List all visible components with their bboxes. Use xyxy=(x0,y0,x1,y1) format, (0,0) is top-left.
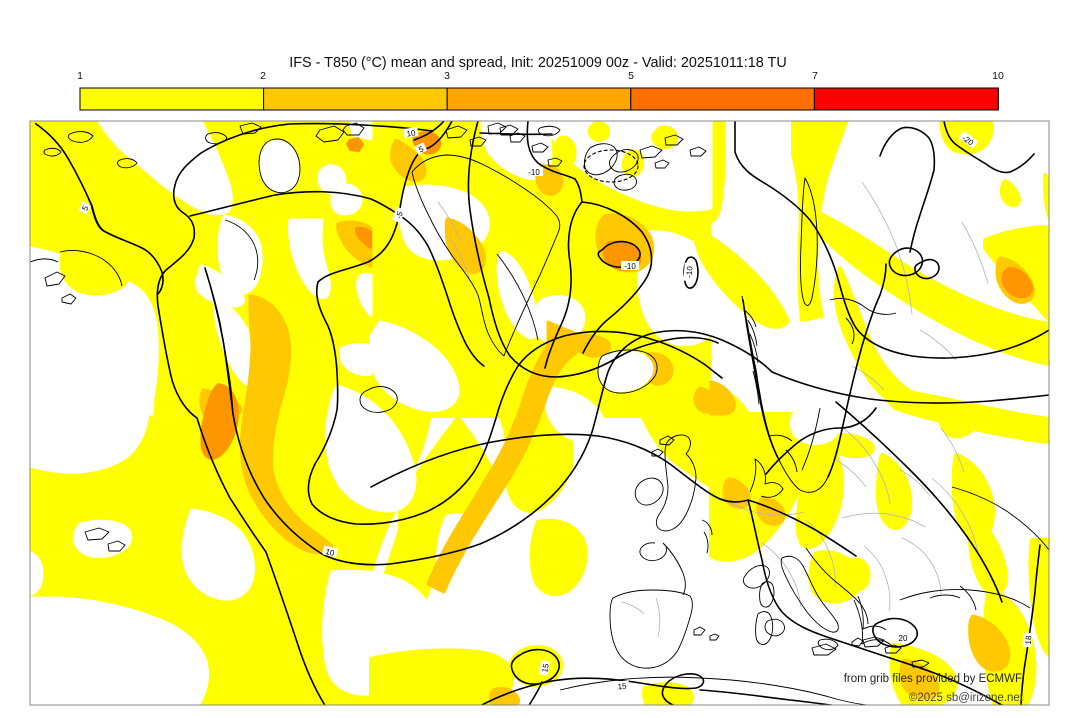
svg-text:1: 1 xyxy=(77,70,83,82)
svg-text:10: 10 xyxy=(324,547,335,558)
svg-text:15: 15 xyxy=(540,662,551,673)
svg-text:©2025 sb@irizone.net: ©2025 sb@irizone.net xyxy=(909,692,1024,704)
svg-text:5: 5 xyxy=(628,70,634,82)
svg-text:15: 15 xyxy=(617,682,627,692)
svg-text:from grib files provided by EC: from grib files provided by ECMWF xyxy=(844,673,1022,685)
svg-text:5: 5 xyxy=(80,204,90,212)
svg-text:2: 2 xyxy=(260,70,266,82)
svg-text:5: 5 xyxy=(417,144,425,154)
svg-text:18: 18 xyxy=(1024,635,1034,645)
svg-text:7: 7 xyxy=(812,70,818,82)
svg-text:-10: -10 xyxy=(624,262,636,271)
svg-text:10: 10 xyxy=(992,70,1004,82)
svg-text:-10: -10 xyxy=(528,168,540,177)
svg-text:IFS - T850 (°C) mean and sprea: IFS - T850 (°C) mean and spread, Init: 2… xyxy=(289,55,786,71)
svg-text:-10: -10 xyxy=(685,265,695,278)
svg-text:20: 20 xyxy=(899,634,908,643)
svg-text:3: 3 xyxy=(444,70,450,82)
svg-text:10: 10 xyxy=(406,128,417,138)
svg-text:-5: -5 xyxy=(394,210,405,220)
